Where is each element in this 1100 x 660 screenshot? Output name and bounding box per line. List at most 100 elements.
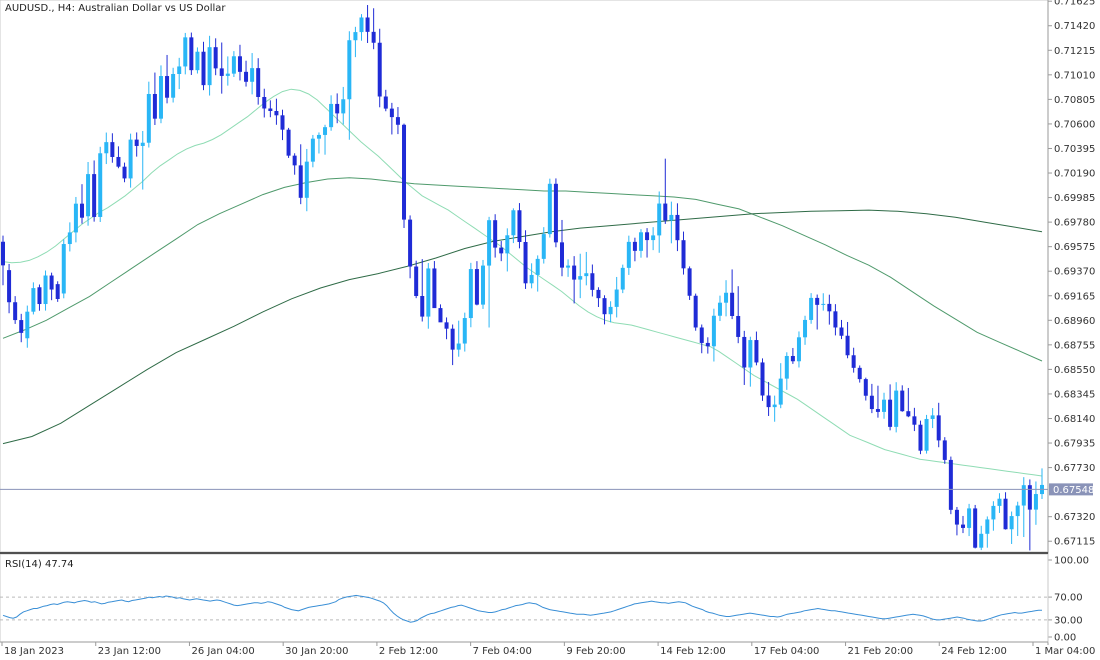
candle-body: [268, 108, 273, 111]
candle-body: [675, 214, 680, 241]
candle-body: [219, 68, 224, 76]
candle: [231, 51, 236, 77]
candle: [55, 281, 60, 302]
candle: [329, 95, 334, 131]
candle: [1033, 481, 1038, 525]
candle-body: [201, 51, 206, 86]
candle: [796, 331, 801, 368]
candle-body: [663, 203, 668, 221]
candle-body: [614, 289, 619, 307]
candle: [420, 259, 425, 322]
current-price-label: 0.67548: [1053, 485, 1094, 496]
candle: [347, 31, 352, 140]
time-axis[interactable]: 18 Jan 2023 23 Jan 12:00 26 Jan 04:00 30 Ja…: [0, 641, 1095, 657]
candle-body: [839, 327, 844, 336]
time-tick-label: 7 Feb 04:00: [473, 646, 532, 657]
candle: [541, 227, 546, 264]
candle-body: [809, 297, 814, 320]
candle: [888, 384, 893, 431]
candle-body: [796, 337, 801, 362]
price-tick-label: 0.70600: [1054, 119, 1095, 130]
candle: [286, 127, 291, 158]
candle-body: [851, 355, 856, 368]
candle-body: [547, 183, 552, 235]
candle-body: [985, 519, 990, 534]
candle-body: [195, 51, 200, 71]
price-tick-label: 0.67730: [1054, 463, 1095, 474]
candle-body: [541, 234, 546, 259]
candle: [614, 276, 619, 318]
candle: [152, 72, 157, 126]
candle: [237, 44, 242, 81]
candle-body: [244, 71, 249, 82]
candle-body: [274, 110, 279, 116]
candle-body: [177, 66, 182, 74]
candle: [110, 133, 115, 163]
candle-body: [171, 73, 176, 98]
candle: [487, 216, 492, 328]
candle-body: [79, 203, 84, 218]
candle: [298, 144, 303, 205]
candle: [274, 98, 279, 125]
price-tick-label: 0.69575: [1054, 242, 1095, 253]
candle: [207, 35, 212, 96]
candle: [590, 264, 595, 297]
candle: [657, 191, 662, 253]
candle-body: [620, 267, 625, 290]
candle-body: [608, 306, 613, 315]
price-tick-label: 0.69165: [1054, 291, 1095, 302]
candle: [171, 67, 176, 103]
candle: [875, 385, 880, 418]
candle: [25, 305, 30, 348]
candle: [280, 109, 285, 141]
candle: [323, 124, 328, 155]
candle-body: [481, 265, 486, 305]
price-tick-label: 0.67115: [1054, 537, 1095, 548]
ma-fast-line: [2, 88, 1043, 477]
candle-body: [67, 232, 72, 245]
candle: [535, 255, 540, 292]
candle-body: [310, 138, 315, 162]
candle-body: [626, 241, 631, 268]
candle: [912, 407, 917, 432]
candle-body: [1015, 505, 1020, 517]
candle-body: [250, 68, 255, 82]
candle-body: [954, 509, 959, 525]
price-tick-label: 0.71625: [1054, 0, 1095, 8]
candle-body: [991, 505, 996, 520]
candle-body: [894, 390, 899, 427]
candle-body: [1003, 498, 1008, 530]
candle: [882, 392, 887, 419]
ma-mid-line: [2, 177, 1043, 362]
candle-body: [930, 415, 935, 419]
candle-body: [578, 276, 583, 280]
candle: [961, 515, 966, 534]
candle-body: [183, 37, 188, 67]
rsi-line: [2, 594, 1042, 623]
candle: [845, 321, 850, 359]
candle: [1015, 501, 1020, 536]
price-pane[interactable]: AUDUSD., H4: Australian Dollar vs US Dol…: [0, 0, 1049, 553]
candle-body: [304, 161, 309, 198]
candle: [924, 414, 929, 454]
candle: [1027, 479, 1032, 551]
price-tick-label: 0.71420: [1054, 21, 1095, 32]
candle-body: [92, 174, 97, 217]
candle: [979, 525, 984, 551]
candle: [511, 208, 516, 244]
candle-body: [529, 274, 534, 284]
candle-body: [499, 247, 504, 254]
candle: [468, 262, 473, 328]
time-tick-label: 30 Jan 20:00: [285, 646, 348, 657]
price-axis[interactable]: 0.71625 0.71420 0.71215 0.71010 0.70805 0.706…: [1047, 0, 1095, 645]
candle-body: [207, 47, 212, 86]
candle: [365, 5, 370, 43]
candle: [626, 235, 631, 275]
candle-body: [638, 232, 643, 251]
time-tick-label: 9 Feb 20:00: [566, 646, 625, 657]
rsi-levels: [0, 596, 1048, 621]
rsi-tick-label: 0.00: [1054, 633, 1076, 644]
candle: [578, 253, 583, 299]
candle: [772, 395, 777, 422]
